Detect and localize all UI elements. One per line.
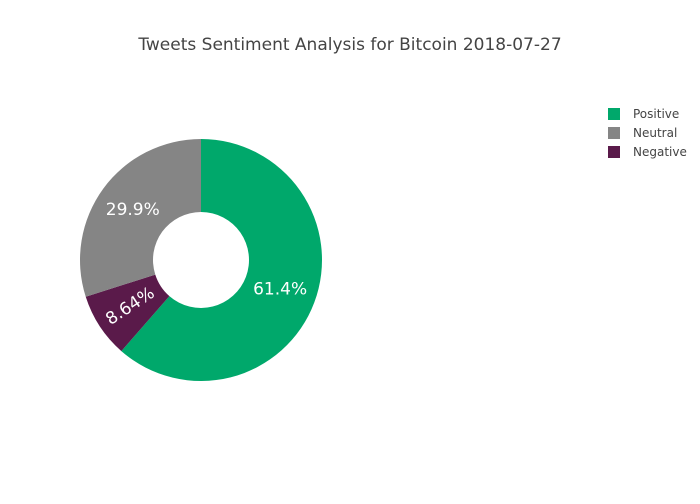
slice-label-positive: 61.4% xyxy=(253,280,307,300)
slice-neutral[interactable] xyxy=(80,139,201,297)
slice-label-neutral: 29.9% xyxy=(106,200,160,220)
legend-item-positive[interactable]: Positive xyxy=(608,107,679,121)
legend-label-negative: Negative xyxy=(633,145,687,159)
legend: Positive Neutral Negative xyxy=(608,107,687,159)
legend-label-positive: Positive xyxy=(633,107,679,121)
chart-title: Tweets Sentiment Analysis for Bitcoin 20… xyxy=(137,35,561,55)
slice-positive[interactable] xyxy=(121,139,323,381)
legend-label-neutral: Neutral xyxy=(633,126,677,140)
legend-swatch-neutral xyxy=(608,127,620,139)
slice-negative[interactable] xyxy=(85,274,170,352)
legend-swatch-negative xyxy=(608,146,620,158)
donut-chart: 61.4%8.64%29.9% xyxy=(80,139,323,381)
legend-item-negative[interactable]: Negative xyxy=(608,145,687,159)
legend-swatch-positive xyxy=(608,108,620,120)
legend-item-neutral[interactable]: Neutral xyxy=(608,126,677,140)
